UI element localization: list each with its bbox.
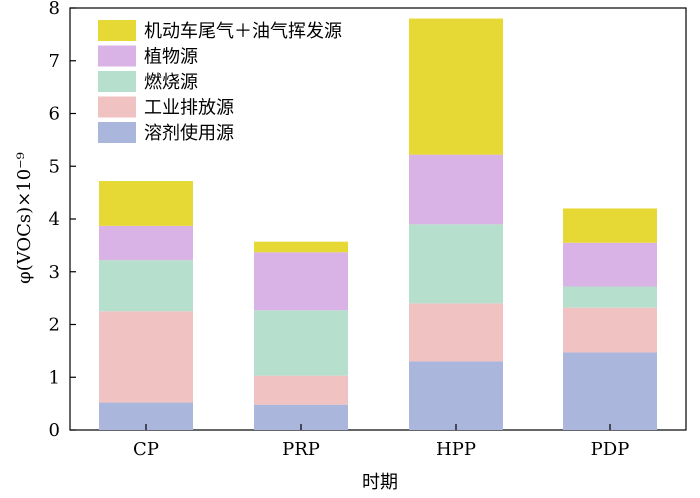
bar-segment-PRP-2 xyxy=(254,310,348,376)
bar-segment-HPP-2 xyxy=(409,224,503,304)
y-tick-label-8: 8 xyxy=(49,0,60,19)
x-axis-title: 时期 xyxy=(362,472,398,493)
bar-segment-HPP-0 xyxy=(409,361,503,430)
bar-segment-HPP-1 xyxy=(409,303,503,362)
bar-segment-PDP-4 xyxy=(563,208,657,243)
legend-label-3: 工业排放源 xyxy=(144,98,234,119)
bar-segment-PRP-3 xyxy=(254,252,348,311)
y-tick-label-6: 6 xyxy=(49,104,60,125)
x-tick-label-CP: CP xyxy=(133,439,159,460)
x-axis: CP PRP HPP PDP xyxy=(133,424,629,460)
bar-segment-CP-2 xyxy=(99,260,193,312)
bar-segment-CP-3 xyxy=(99,225,193,261)
y-tick-label-2: 2 xyxy=(49,315,60,336)
legend-label-4: 溶剂使用源 xyxy=(144,123,234,144)
y-tick-label-1: 1 xyxy=(49,367,60,388)
bar-segment-HPP-4 xyxy=(409,18,503,155)
y-tick-label-0: 0 xyxy=(49,420,60,441)
y-axis: 0 1 2 3 4 5 6 7 8 xyxy=(49,0,76,441)
x-tick-label-PRP: PRP xyxy=(282,439,320,460)
legend-label-1: 植物源 xyxy=(144,47,198,68)
bar-segment-PDP-0 xyxy=(563,352,657,430)
y-tick-label-3: 3 xyxy=(49,262,60,283)
bar-segment-HPP-3 xyxy=(409,154,503,225)
y-tick-label-5: 5 xyxy=(49,156,60,177)
legend-label-2: 燃烧源 xyxy=(144,72,198,93)
bar-segment-PDP-3 xyxy=(563,242,657,287)
legend-swatch-0 xyxy=(98,20,136,41)
bar-segment-PDP-1 xyxy=(563,307,657,353)
bar-segment-CP-4 xyxy=(99,181,193,226)
bar-segment-PDP-2 xyxy=(563,286,657,308)
bar-segment-PRP-4 xyxy=(254,241,348,253)
bars-layer xyxy=(99,18,657,430)
legend-swatch-1 xyxy=(98,45,136,67)
bar-segment-CP-1 xyxy=(99,311,193,403)
y-tick-label-4: 4 xyxy=(49,209,60,230)
x-tick-label-PDP: PDP xyxy=(591,439,630,460)
bar-segment-PRP-1 xyxy=(254,375,348,405)
y-axis-title: φ(VOCs)×10⁻⁹ xyxy=(14,152,35,284)
legend-swatch-3 xyxy=(98,96,136,118)
legend-label-0: 机动车尾气＋油气挥发源 xyxy=(144,21,342,42)
x-tick-label-HPP: HPP xyxy=(436,439,476,460)
y-tick-label-7: 7 xyxy=(49,51,60,72)
legend-swatch-4 xyxy=(98,122,136,143)
legend-swatch-2 xyxy=(98,71,136,92)
